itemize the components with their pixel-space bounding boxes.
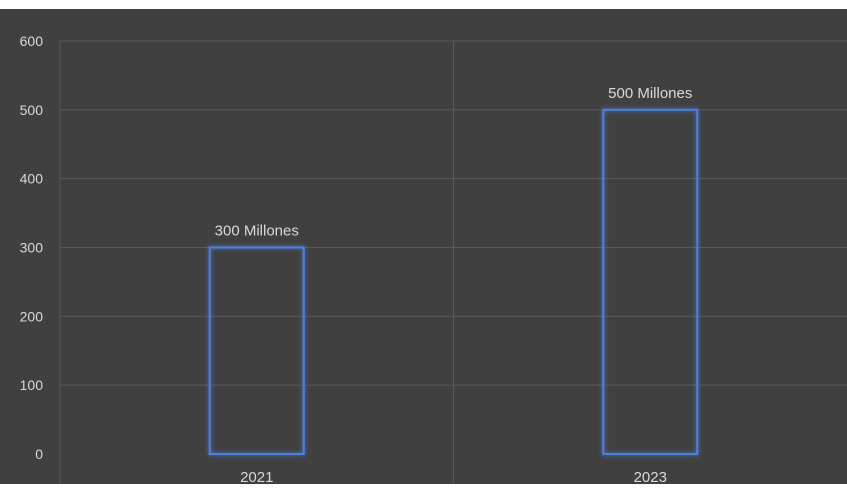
chart-area: 0 100 200 300 400 500 600 300 Millones 500 Mill…: [0, 9, 847, 486]
gridlines: [59, 40, 847, 484]
x-tick-label-2021: 2021: [240, 469, 273, 484]
bar-chart: 0 100 200 300 400 500 600 300 Millones 500 Mill…: [20, 33, 847, 486]
x-tick-label-2023: 2023: [634, 469, 667, 484]
data-label-2023: 500 Millones: [608, 85, 692, 102]
bar-2023: [602, 108, 699, 455]
y-tick-label: 200: [20, 308, 44, 324]
y-tick-label: 0: [35, 446, 43, 462]
bar-2021: [208, 246, 305, 455]
data-label-2021: 300 Millones: [215, 223, 299, 240]
y-tick-label: 400: [20, 171, 44, 187]
y-tick-label: 100: [20, 377, 44, 393]
y-tick-label: 600: [20, 33, 44, 49]
x-axis-tick-labels: 2021 2023: [240, 469, 667, 486]
y-tick-label: 300: [20, 240, 44, 256]
y-tick-label: 500: [20, 102, 44, 118]
y-axis-tick-labels: 0 100 200 300 400 500 600: [20, 33, 44, 462]
data-labels: 300 Millones 500 Millones: [215, 85, 693, 240]
bars: [208, 108, 699, 455]
